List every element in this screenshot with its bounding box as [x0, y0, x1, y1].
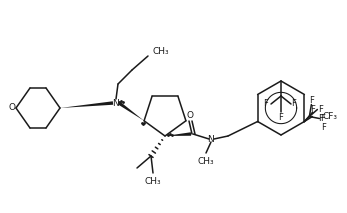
Text: CH₃: CH₃ [153, 46, 170, 56]
Text: N: N [208, 134, 214, 144]
Text: F: F [318, 114, 323, 123]
Text: CH₃: CH₃ [198, 157, 214, 166]
Text: F: F [263, 99, 268, 108]
Polygon shape [165, 132, 191, 136]
Text: F: F [309, 96, 314, 105]
Text: F: F [318, 105, 323, 114]
Text: F: F [310, 105, 315, 114]
Polygon shape [118, 102, 144, 121]
Text: F: F [320, 114, 325, 123]
Text: F: F [279, 112, 283, 121]
Text: F: F [321, 123, 326, 132]
Text: F: F [291, 99, 296, 108]
Text: CH₃: CH₃ [145, 177, 161, 186]
Text: O: O [8, 104, 15, 112]
Polygon shape [60, 101, 113, 108]
Text: CF₃: CF₃ [322, 112, 337, 121]
Text: N: N [113, 98, 119, 108]
Text: O: O [186, 111, 194, 119]
